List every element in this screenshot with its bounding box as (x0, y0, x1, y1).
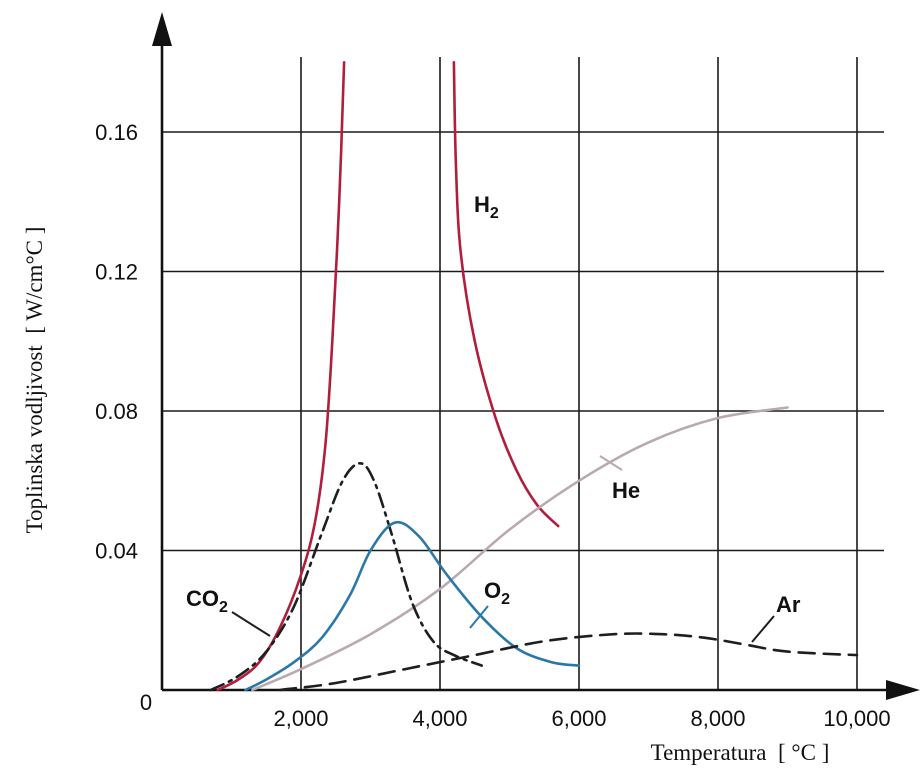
leader-line-ar (751, 615, 775, 643)
series (209, 61, 859, 692)
series-label-subscript: 2 (490, 205, 499, 222)
series-line-h2 (216, 61, 346, 692)
series-line-o2 (244, 520, 581, 692)
leader-line-co2 (231, 611, 271, 637)
y-tick-label: 0.16 (95, 120, 138, 145)
series-label-h2: H2 (474, 192, 499, 222)
series-labels: H2 He CO2 O2 Ar (186, 192, 801, 643)
tick-labels: 2,000 4,000 6,000 8,000 10,000 0.04 0.08 0.12 0.… (95, 120, 890, 731)
series-label-subscript: 2 (219, 599, 228, 616)
series-label-co2: CO2 (186, 586, 228, 616)
x-tick-label: 10,000 (823, 706, 890, 731)
series-line-he (251, 406, 789, 692)
origin-label: 0 (140, 690, 152, 715)
series-label-he: He (612, 478, 640, 503)
series-line-co2 (209, 462, 483, 692)
x-axis-title: Temperatura [ °C ] (651, 740, 830, 765)
y-axis-title: Toplinska vodljivost [ W/cm°C ] (22, 227, 47, 534)
axes (152, 12, 920, 700)
y-tick-label: 0.12 (95, 260, 138, 285)
y-tick-label: 0.04 (95, 539, 138, 564)
leader-line-o2 (469, 605, 489, 629)
grid (162, 57, 884, 690)
x-tick-label: 2,000 (273, 706, 328, 731)
y-tick-label: 0.08 (95, 399, 138, 424)
series-label-ar: Ar (776, 592, 801, 617)
series-line-h2 (452, 61, 560, 528)
series-label-o2: O2 (484, 578, 510, 608)
leader-line-he (599, 455, 623, 471)
x-tick-label: 8,000 (690, 706, 745, 731)
x-axis-arrow (886, 680, 920, 700)
x-tick-label: 4,000 (412, 706, 467, 731)
y-axis-arrow (152, 12, 172, 46)
series-line-ar (278, 632, 859, 692)
series-label-subscript: 2 (501, 591, 510, 608)
x-tick-label: 6,000 (551, 706, 606, 731)
